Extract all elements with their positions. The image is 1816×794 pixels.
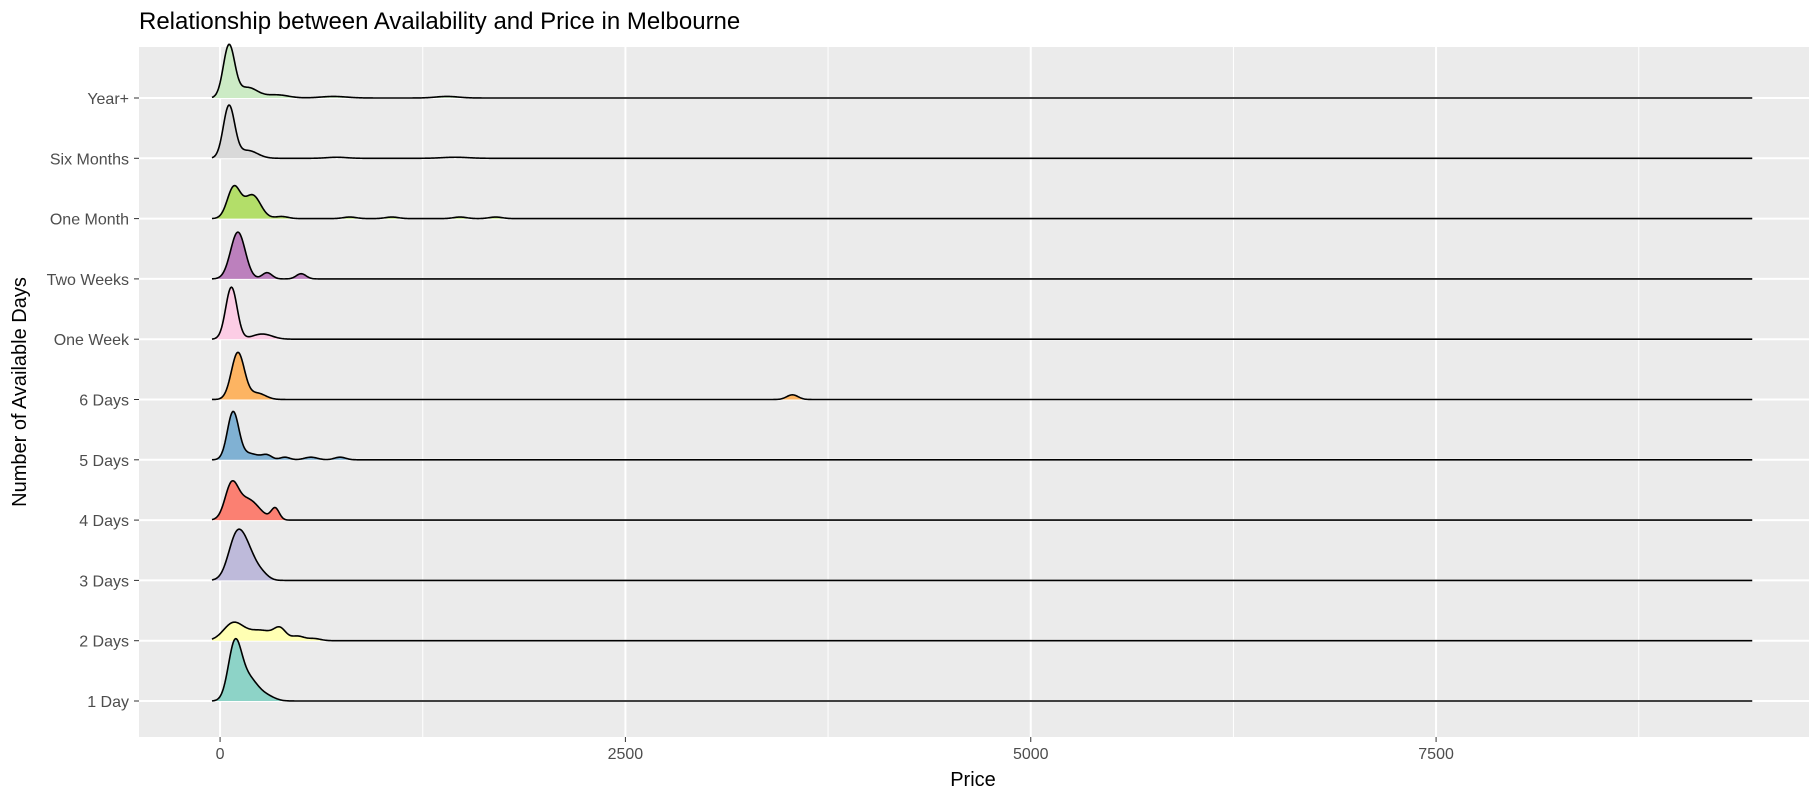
plot-panel xyxy=(139,47,1809,737)
ridge-3-days xyxy=(211,528,1753,582)
y-axis-title: Number of Available Days xyxy=(9,277,31,507)
ridge-1-day xyxy=(211,637,1753,702)
x-tick-label: 5000 xyxy=(1013,746,1049,763)
ridge-year- xyxy=(211,43,1753,99)
ridge-six-months xyxy=(211,104,1753,160)
y-tick-label: Two Weeks xyxy=(47,272,129,289)
ridge-layer xyxy=(211,43,1753,702)
ridge-line xyxy=(211,351,1753,401)
ridge-line xyxy=(211,231,1753,280)
y-tick-label: Year+ xyxy=(87,91,129,108)
axis-layer: 1 Day 2 Days 3 Days 4 Days 5 Days 6 Days One W… xyxy=(47,91,1454,763)
y-tick-label: 2 Days xyxy=(79,634,129,651)
y-tick-label: 5 Days xyxy=(79,453,129,470)
ridge-line xyxy=(211,43,1753,99)
ridge-6-days xyxy=(211,351,1753,401)
ridge-line xyxy=(211,479,1753,521)
ridge-2-days xyxy=(211,621,1753,642)
ridge-line xyxy=(211,621,1753,642)
ridge-line xyxy=(211,637,1753,702)
ridge-two-weeks xyxy=(211,231,1753,280)
ridge-line xyxy=(211,528,1753,582)
y-tick-label: One Month xyxy=(50,212,129,229)
y-tick-label: 6 Days xyxy=(79,393,129,410)
y-tick-label: Six Months xyxy=(50,151,129,168)
ridge-5-days xyxy=(211,410,1753,461)
ridge-one-week xyxy=(211,286,1753,340)
ridge-line xyxy=(211,410,1753,461)
ridge-4-days xyxy=(211,479,1753,521)
x-tick-label: 7500 xyxy=(1418,746,1454,763)
y-tick-label: 1 Day xyxy=(87,694,129,711)
x-axis-title: Price xyxy=(950,769,996,791)
y-tick-label: 3 Days xyxy=(79,573,129,590)
chart-title: Relationship between Availability and Pr… xyxy=(139,8,740,35)
ridge-line xyxy=(211,104,1753,160)
ridge-one-month xyxy=(211,184,1753,220)
ridge-line xyxy=(211,286,1753,340)
ridge-line xyxy=(211,184,1753,220)
y-tick-label: 4 Days xyxy=(79,513,129,530)
x-tick-label: 2500 xyxy=(608,746,644,763)
y-tick-label: One Week xyxy=(54,332,130,349)
x-tick-label: 0 xyxy=(216,746,225,763)
